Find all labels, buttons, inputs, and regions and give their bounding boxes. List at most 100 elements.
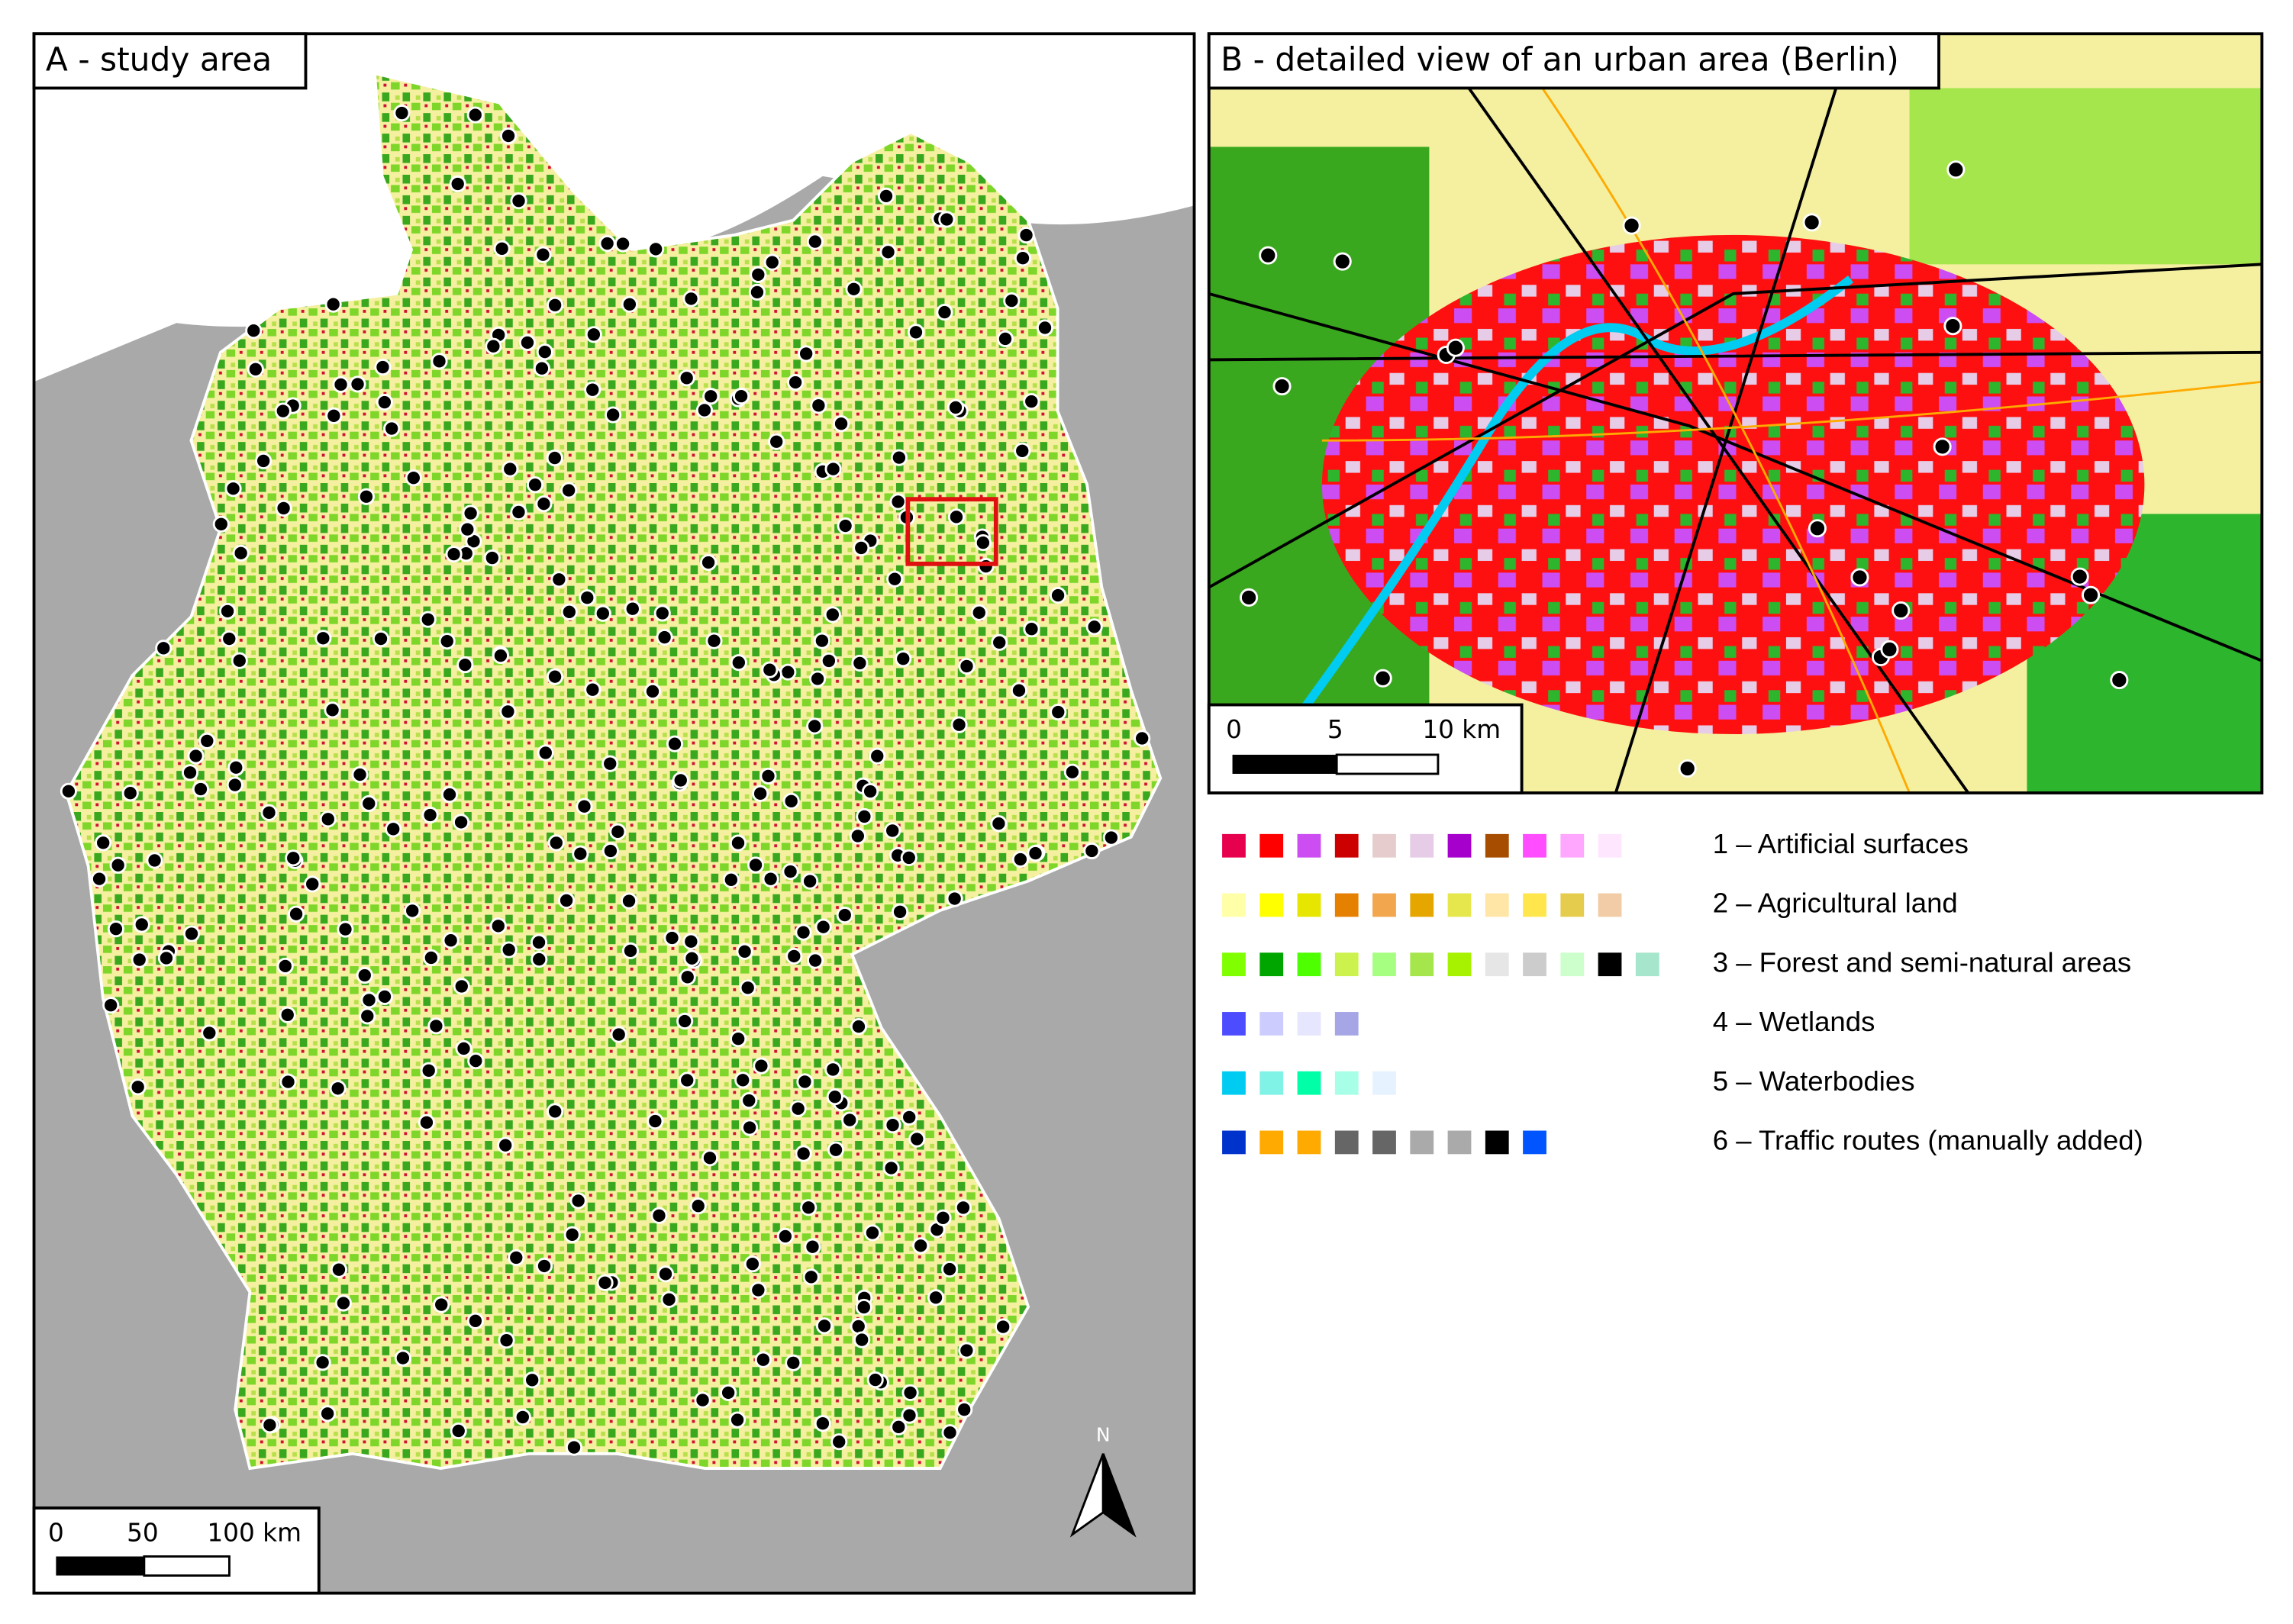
legend-swatch bbox=[1297, 1071, 1321, 1095]
site-dot bbox=[421, 806, 439, 824]
site-dot bbox=[990, 815, 1008, 833]
site-dot bbox=[133, 916, 150, 933]
site-dot bbox=[314, 630, 332, 647]
site-dot bbox=[720, 1384, 737, 1401]
site-dot bbox=[1050, 587, 1067, 604]
site-dot bbox=[621, 942, 640, 959]
site-dot bbox=[558, 891, 576, 910]
site-dot bbox=[450, 1422, 467, 1440]
site-dot bbox=[1017, 227, 1035, 244]
legend-swatch bbox=[1334, 893, 1359, 917]
site-dot bbox=[656, 628, 673, 646]
site-dot bbox=[753, 1057, 770, 1075]
site-dot bbox=[1240, 588, 1259, 607]
site-dot bbox=[729, 834, 747, 852]
site-dot bbox=[701, 1149, 719, 1167]
legend-label: 4 – Wetlands bbox=[1713, 1006, 1875, 1037]
site-dot bbox=[518, 334, 537, 351]
site-dot bbox=[1333, 252, 1352, 271]
site-dot bbox=[332, 375, 350, 393]
site-dot bbox=[889, 493, 907, 511]
scale-label: 100 km bbox=[207, 1519, 302, 1548]
site-dot bbox=[1943, 317, 1962, 336]
site-dot bbox=[546, 668, 564, 685]
site-dot bbox=[456, 656, 474, 674]
site-dot bbox=[499, 127, 518, 145]
site-dot bbox=[605, 406, 622, 424]
scale-bar: 0 50 100 km bbox=[32, 1506, 321, 1595]
legend-swatch bbox=[1560, 833, 1585, 858]
legend-swatch bbox=[1334, 952, 1359, 977]
legend-swatch bbox=[1523, 1130, 1546, 1155]
site-dot bbox=[121, 785, 139, 802]
legend-swatch bbox=[1447, 952, 1472, 977]
site-dot bbox=[181, 764, 199, 781]
site-dot bbox=[908, 1130, 926, 1148]
legend-swatch bbox=[1222, 833, 1246, 858]
legend-swatch bbox=[1410, 952, 1434, 977]
site-dot bbox=[806, 952, 824, 969]
site-dot bbox=[730, 1030, 747, 1048]
scale-bar: 0 5 10 km bbox=[1207, 703, 1524, 794]
map-b bbox=[1208, 34, 2262, 793]
site-dot bbox=[95, 834, 112, 852]
site-dot bbox=[584, 381, 601, 398]
site-dot bbox=[455, 1039, 472, 1058]
site-dot bbox=[489, 917, 507, 935]
site-dot bbox=[801, 872, 819, 890]
site-dot bbox=[279, 1073, 297, 1091]
site-dot bbox=[927, 1289, 945, 1307]
site-dot bbox=[357, 488, 375, 505]
site-dot bbox=[255, 452, 273, 469]
site-dot bbox=[856, 807, 873, 825]
site-dot bbox=[483, 549, 501, 567]
site-dot bbox=[1946, 160, 1966, 179]
legend-swatch bbox=[1222, 952, 1246, 977]
site-dot bbox=[796, 1073, 814, 1091]
site-dot bbox=[734, 1071, 752, 1089]
site-dot bbox=[319, 1405, 337, 1423]
site-dot bbox=[901, 1108, 918, 1126]
site-dot bbox=[779, 663, 797, 681]
site-dot bbox=[453, 978, 470, 995]
site-dot bbox=[247, 360, 264, 378]
legend-swatch bbox=[1485, 893, 1509, 917]
legend-swatch bbox=[1297, 893, 1321, 917]
site-dot bbox=[418, 1113, 435, 1131]
site-dot bbox=[227, 759, 245, 776]
site-dot bbox=[682, 933, 700, 950]
site-dot bbox=[535, 495, 553, 513]
site-dot bbox=[956, 1400, 973, 1419]
legend: 1 – Artificial surfaces 2 – Agricultural … bbox=[1222, 828, 2143, 1156]
north-label: N bbox=[1096, 1424, 1111, 1446]
site-dot bbox=[849, 827, 866, 845]
site-dot bbox=[1011, 850, 1029, 868]
site-dot bbox=[776, 1227, 794, 1245]
site-dot bbox=[245, 322, 263, 340]
site-dot bbox=[892, 903, 909, 920]
site-dot bbox=[531, 951, 548, 968]
site-dot bbox=[682, 290, 700, 308]
site-dot bbox=[226, 776, 243, 794]
panel-title: A - study area bbox=[46, 40, 272, 78]
site-dot bbox=[324, 295, 342, 313]
site-dot bbox=[431, 353, 448, 370]
site-dot bbox=[740, 1091, 758, 1110]
site-dot bbox=[2082, 585, 2101, 604]
site-dot bbox=[730, 654, 747, 672]
legend-label: 5 – Waterbodies bbox=[1713, 1065, 1915, 1097]
scale-label: 10 km bbox=[1422, 715, 1501, 744]
legend-swatch bbox=[1259, 952, 1284, 977]
site-dot bbox=[563, 1226, 581, 1243]
site-dot bbox=[679, 1071, 696, 1089]
site-dot bbox=[656, 1265, 675, 1283]
site-dot bbox=[752, 785, 769, 802]
site-dot bbox=[1880, 640, 1899, 659]
site-dot bbox=[462, 504, 479, 522]
site-dot bbox=[394, 1349, 411, 1367]
site-dot bbox=[420, 1062, 437, 1079]
legend-swatch bbox=[1410, 1130, 1434, 1155]
site-dot bbox=[534, 246, 552, 263]
site-dot bbox=[198, 732, 216, 749]
site-dot bbox=[547, 834, 565, 852]
